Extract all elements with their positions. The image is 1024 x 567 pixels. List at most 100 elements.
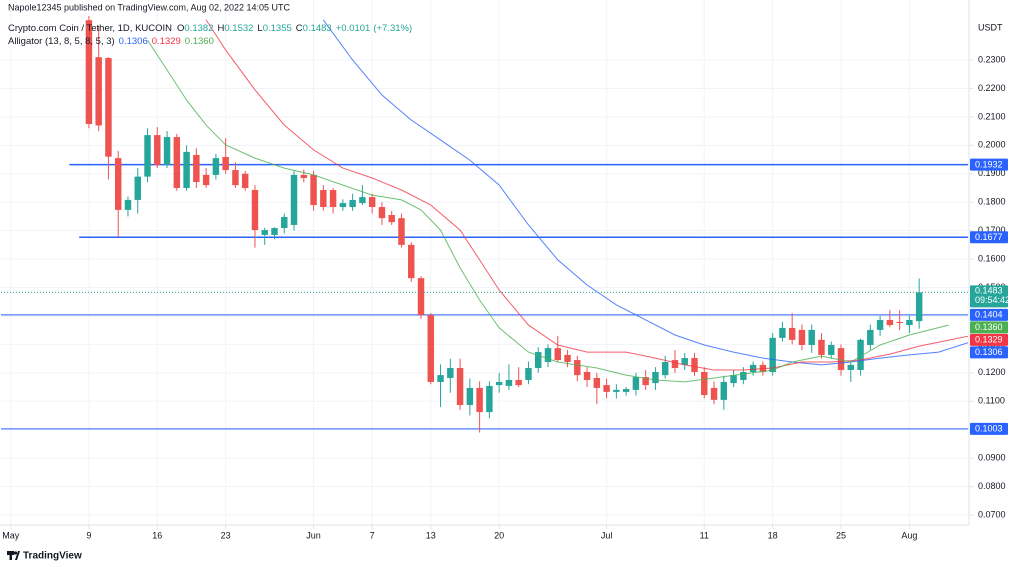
x-tick-label: 16 [152, 530, 162, 540]
candle-body [398, 218, 405, 245]
candle-body [388, 215, 395, 223]
indicator-value-badge: 0.1360 [975, 322, 1003, 332]
y-tick-label: 0.0700 [978, 509, 1006, 519]
y-tick-label: 0.2300 [978, 54, 1006, 64]
candle-body [476, 387, 483, 413]
candle-body [525, 368, 532, 380]
candle-body [749, 364, 757, 372]
x-tick-label: 25 [836, 530, 846, 540]
candle-body [896, 321, 903, 324]
candle-body [310, 174, 317, 206]
candle-body [915, 292, 923, 322]
candle-body [779, 327, 786, 338]
level-label-bg [970, 158, 1008, 171]
symbol: Crypto.com Coin / Tether, 1D, KUCOIN [8, 23, 172, 34]
candle-body [251, 189, 259, 231]
candle-body [622, 389, 630, 392]
candle-body [534, 352, 542, 369]
indicator-value: 0.1329 [152, 36, 181, 47]
candle-body [837, 348, 845, 371]
candle-body [867, 329, 874, 345]
y-tick-label: 0.1600 [978, 253, 1006, 263]
candle-body [271, 228, 278, 235]
candle-body [495, 381, 503, 386]
x-tick-label: 9 [86, 530, 91, 540]
candle-body [720, 381, 728, 400]
indicator-legend: Alligator (13, 8, 5, 8, 5, 3) 0.1306 0.132… [8, 36, 214, 47]
indicator-name: Alligator (13, 8, 5, 8, 5, 3) [8, 36, 115, 47]
candle-body [456, 368, 464, 405]
candle-body [808, 329, 815, 345]
candle-body [486, 385, 493, 413]
x-tick-label: 13 [426, 530, 436, 540]
candle-body [329, 189, 337, 208]
candle-body [574, 360, 581, 376]
y-tick-label: 0.1100 [978, 396, 1005, 406]
candle-body [544, 348, 552, 363]
candle-body [798, 329, 806, 345]
y-tick-label: 0.1800 [978, 197, 1006, 207]
ohlc-value: 0.1382 [184, 23, 213, 34]
candle-body [847, 364, 855, 371]
candle-body [173, 137, 181, 188]
level-label-bg [970, 422, 1008, 435]
candle-body [466, 387, 474, 405]
candle-body [447, 368, 454, 378]
last-price-label: 0.1483 [975, 286, 1003, 296]
x-tick-label: 18 [768, 530, 778, 540]
ohlc-letter: L [257, 23, 262, 34]
candle-body [681, 358, 688, 365]
y-tick-label: 0.2100 [978, 111, 1006, 121]
candle-body [281, 216, 288, 229]
level-label: 0.1677 [975, 232, 1003, 242]
candle-body [144, 135, 151, 177]
x-tick-label: Jul [601, 530, 613, 540]
candle-body [339, 203, 347, 208]
candle-body [515, 379, 522, 386]
y-tick-label: 0.0800 [978, 481, 1006, 491]
candle-body [183, 151, 190, 188]
indicator-value: 0.1306 [119, 36, 148, 47]
candle-body [906, 319, 913, 326]
indicator-value-badge-bg [970, 346, 1008, 359]
candle-body [417, 278, 425, 316]
candle-body [114, 158, 122, 210]
level-label-bg [970, 308, 1008, 321]
ohlc: O0.1382 H0.1532 L0.1355 C0.1483 +0.0101 (+7.3… [177, 23, 412, 34]
candle-body [95, 57, 102, 126]
y-tick-label: 0.2200 [978, 83, 1006, 93]
candle-body [671, 360, 679, 369]
candle-body [876, 319, 884, 330]
candle-body [241, 173, 249, 188]
x-tick-label: May [2, 530, 20, 540]
candle-body [232, 170, 239, 186]
candle-body [505, 379, 513, 386]
candle-body [163, 137, 171, 165]
change-pct: (+7.31%) [373, 23, 412, 34]
candle-body [613, 389, 620, 392]
candle-body [632, 377, 640, 390]
candle-body [359, 197, 366, 204]
candle-body [437, 375, 444, 382]
candle-body [124, 199, 132, 210]
indicator-line [322, 19, 968, 366]
indicator-values: 0.1306 0.1329 0.1360 [119, 36, 214, 47]
level-label: 0.1932 [975, 160, 1003, 170]
brand: TradingView [23, 551, 82, 562]
publisher-line: Napole12345 published on TradingView.com… [8, 2, 291, 12]
axes: 0.07000.08000.09000.10000.11000.12000.13… [2, 54, 1010, 540]
candle-body [642, 377, 649, 386]
level-label: 0.1003 [975, 424, 1003, 434]
y-tick-label: 0.0900 [978, 453, 1006, 463]
candle-body [378, 207, 386, 219]
y-tick-label: 0.2000 [978, 140, 1006, 150]
candle-body [300, 174, 308, 179]
y-tick-label: 0.1900 [978, 168, 1006, 178]
ohlc-value: 0.1355 [263, 23, 292, 34]
candle-body [212, 158, 220, 175]
candle-body [564, 354, 571, 363]
level-label-bg [970, 231, 1008, 244]
indicator-value-badge: 0.1306 [975, 347, 1003, 357]
x-tick-label: Jun [306, 530, 321, 540]
candle-body [134, 176, 141, 200]
